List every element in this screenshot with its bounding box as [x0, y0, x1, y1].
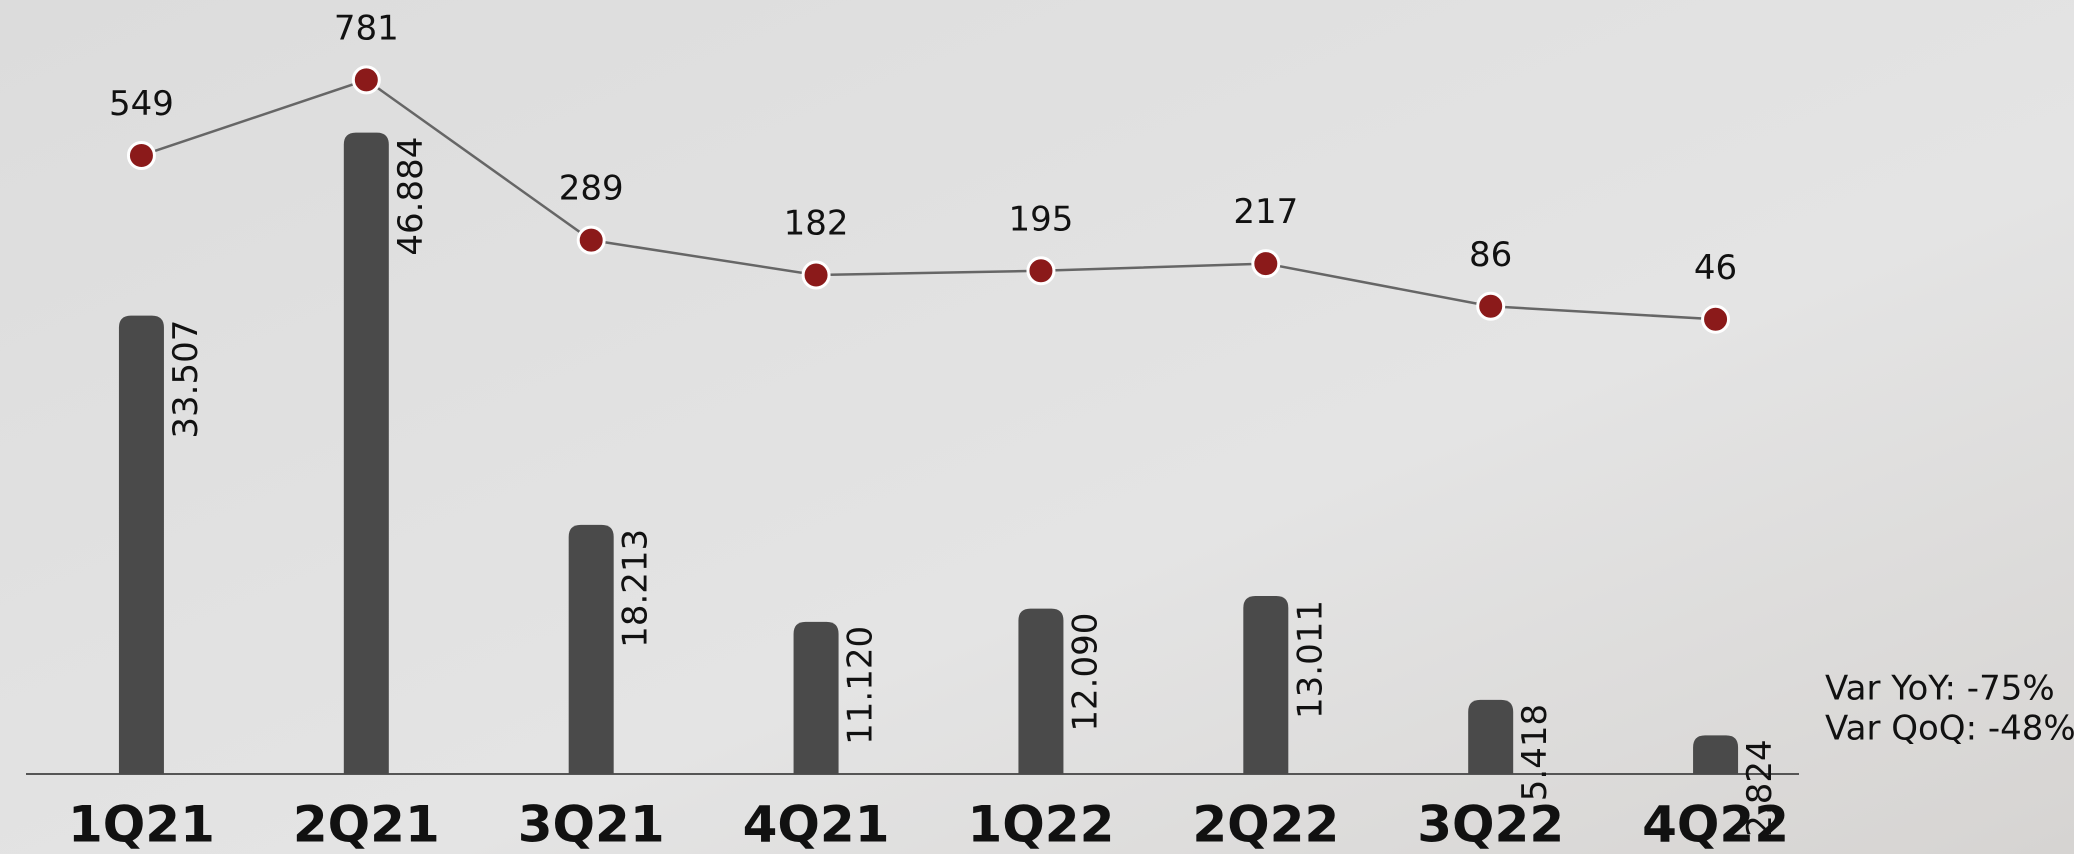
line-marker	[1251, 249, 1281, 279]
value-label: 13.011	[1290, 600, 1330, 719]
value-label: 18.213	[616, 529, 656, 648]
line-marker	[801, 260, 831, 290]
value-label: 33.507	[166, 320, 206, 439]
x-tick-label: 3Q22	[1417, 796, 1564, 854]
x-tick-label: 1Q22	[968, 796, 1115, 854]
x-tick-label: 3Q21	[518, 796, 665, 854]
x-tick-label: 4Q22	[1642, 796, 1789, 854]
x-tick-label: 4Q21	[743, 796, 890, 854]
bar	[1693, 735, 1739, 774]
line-marker	[1476, 291, 1506, 321]
value-label: 182	[784, 204, 849, 244]
x-tick-label: 2Q21	[293, 796, 440, 854]
bar	[568, 524, 614, 774]
bar	[1468, 699, 1514, 774]
value-label: 12.090	[1065, 613, 1105, 732]
bar	[1018, 608, 1064, 774]
annotation: Var YoY: -75%	[1825, 669, 2055, 709]
line-marker	[1026, 256, 1056, 286]
bar	[118, 315, 164, 774]
value-label: 289	[559, 169, 624, 209]
value-label: 5.418	[1515, 704, 1555, 801]
value-label: 781	[334, 8, 399, 48]
value-label: 217	[1233, 192, 1298, 232]
bar	[1243, 596, 1289, 774]
value-label: 46.884	[391, 137, 431, 256]
line	[141, 78, 1716, 321]
x-tick-label: 2Q22	[1192, 796, 1339, 854]
annotation: Var QoQ: -48%	[1825, 709, 2074, 749]
bar	[793, 621, 839, 774]
bar	[343, 132, 389, 774]
value-label: 2.824	[1740, 739, 1780, 836]
value-label: 46	[1694, 248, 1737, 288]
line-marker	[576, 225, 606, 255]
value-label: 86	[1469, 235, 1512, 275]
value-label: 195	[1008, 199, 1073, 239]
value-label: 11.120	[841, 626, 881, 745]
x-tick-label: 1Q21	[68, 796, 215, 854]
line-marker	[351, 65, 381, 95]
line-marker	[126, 140, 156, 170]
line-marker	[1701, 304, 1731, 334]
value-label: 549	[109, 84, 174, 124]
